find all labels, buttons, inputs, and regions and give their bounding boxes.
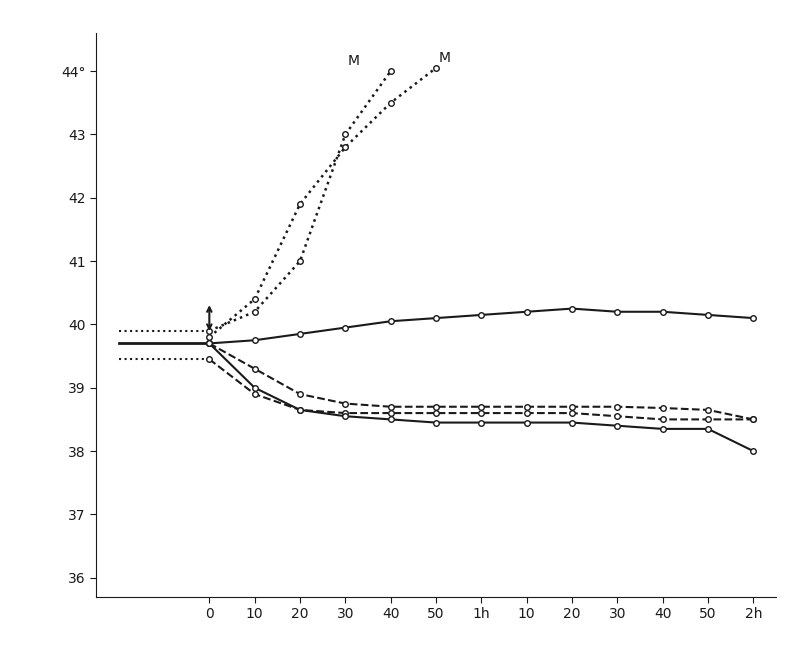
Text: M: M (348, 54, 360, 68)
Text: M: M (438, 51, 450, 65)
